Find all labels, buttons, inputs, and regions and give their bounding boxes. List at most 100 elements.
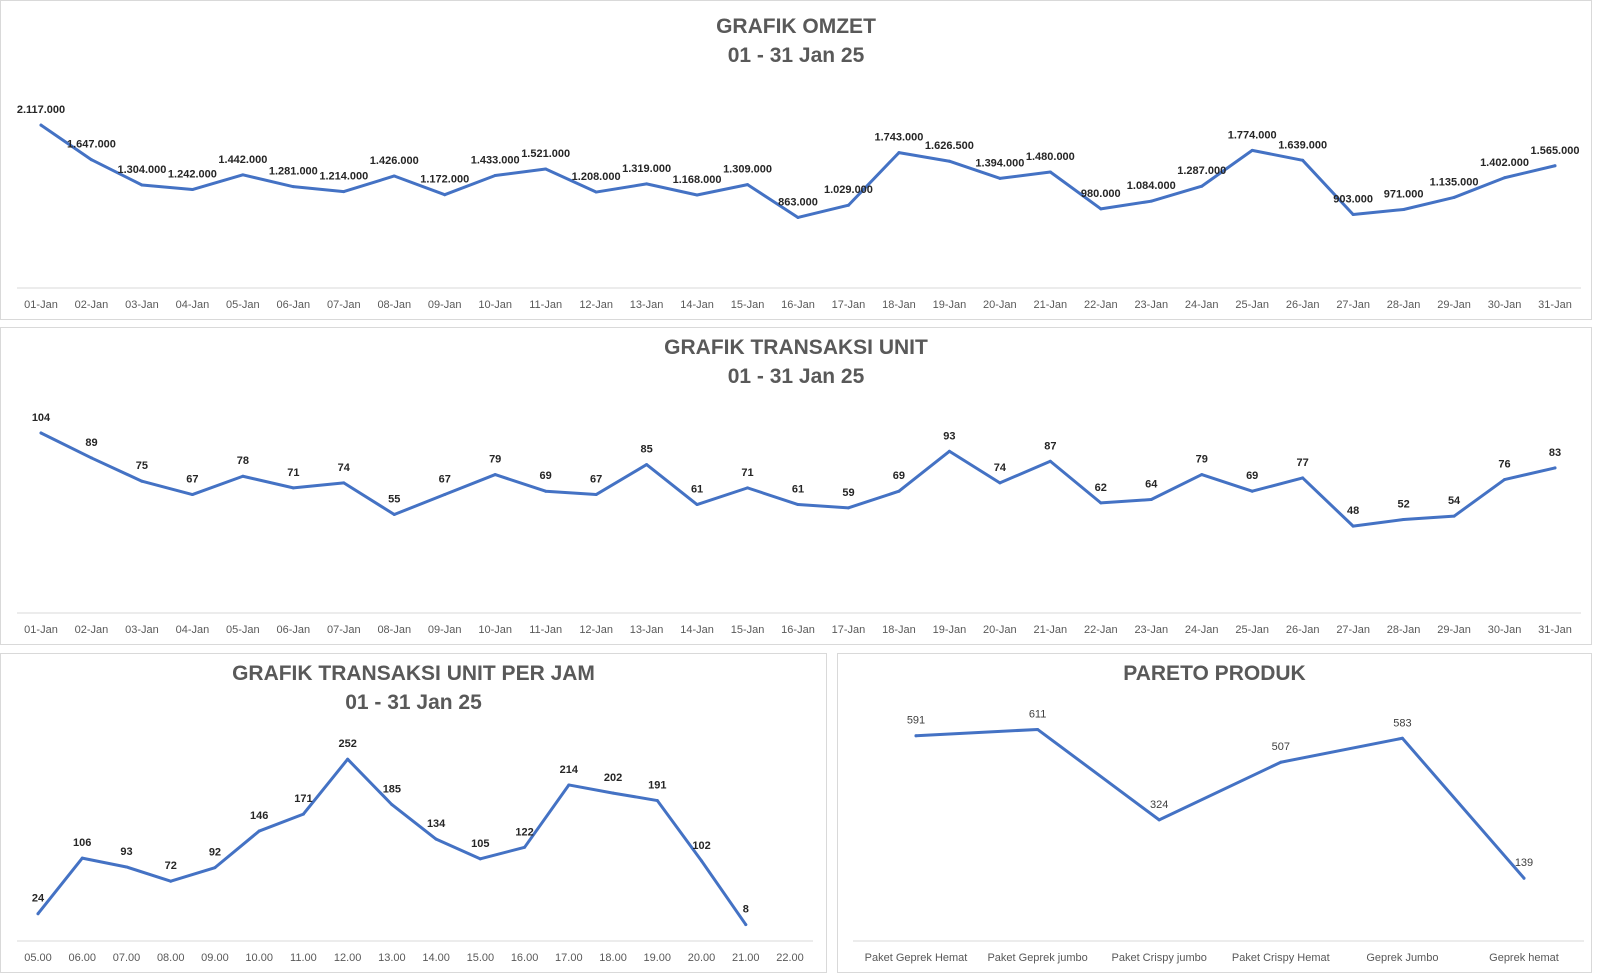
data-label: 85 (640, 444, 652, 456)
chart-omzet-title: GRAFIK OMZET 01 - 31 Jan 25 (1, 12, 1591, 70)
data-label: 903.000 (1333, 194, 1373, 206)
data-point (301, 812, 305, 816)
data-label: 54 (1448, 495, 1461, 507)
data-point (611, 791, 615, 795)
data-label: 1.029.000 (824, 184, 873, 196)
data-point (190, 188, 194, 192)
data-label: 1.394.000 (975, 157, 1024, 169)
data-point (1149, 199, 1153, 203)
x-tick-label: 28-Jan (1387, 624, 1421, 636)
data-point (1048, 170, 1052, 174)
x-tick-label: 31-Jan (1538, 299, 1572, 311)
data-point (140, 183, 144, 187)
x-tick-label: 18-Jan (882, 624, 916, 636)
data-point (846, 506, 850, 510)
x-tick-label: 10-Jan (478, 299, 512, 311)
x-tick-label: 13-Jan (630, 299, 664, 311)
x-tick-label: Paket Crispy Hemat (1232, 952, 1330, 964)
data-point (1099, 207, 1103, 211)
data-point (1351, 213, 1355, 217)
chart-pareto-title: PARETO PRODUK (838, 659, 1591, 688)
data-point (342, 481, 346, 485)
x-tick-label: 01-Jan (24, 624, 58, 636)
data-label: 191 (648, 780, 666, 792)
data-point (998, 176, 1002, 180)
data-point (493, 173, 497, 177)
x-tick-label: 19-Jan (933, 624, 967, 636)
data-point (443, 193, 447, 197)
data-label: 8 (743, 904, 749, 916)
x-tick-label: 19.00 (644, 952, 672, 964)
data-label: 1.208.000 (572, 171, 621, 183)
x-tick-label: 26-Jan (1286, 299, 1320, 311)
data-point (1452, 195, 1456, 199)
data-label: 214 (560, 764, 579, 776)
data-label: 1.743.000 (874, 132, 923, 144)
data-label: 1.214.000 (319, 171, 368, 183)
x-tick-label: 24-Jan (1185, 299, 1219, 311)
data-point (1522, 876, 1526, 880)
chart-per-jam-plot: 05.00 06.00 07.00 08.00 09.00 10.00 11.00 12.00… (17, 738, 813, 964)
chart-transaksi-unit-plot: 01-Jan 02-Jan 03-Jan 04-Jan 05-Jan 06-Jan 07-J… (17, 412, 1581, 636)
data-label: 71 (741, 467, 753, 479)
x-tick-label: 22-Jan (1084, 624, 1118, 636)
x-tick-label: 13.00 (378, 952, 406, 964)
x-tick-label: 12-Jan (579, 299, 613, 311)
x-tick-label: 29-Jan (1437, 624, 1471, 636)
data-point (1503, 478, 1507, 482)
x-tick-label: 22.00 (776, 952, 804, 964)
data-point (746, 183, 750, 187)
data-point (998, 481, 1002, 485)
data-label: 62 (1095, 482, 1107, 494)
x-tick-label: 06.00 (68, 952, 96, 964)
data-label: 1.402.000 (1480, 157, 1529, 169)
data-point (523, 845, 527, 849)
data-point (544, 167, 548, 171)
data-point (346, 757, 350, 761)
x-tick-label: Paket Geprek jumbo (987, 952, 1087, 964)
data-label: 74 (338, 462, 351, 474)
data-label: 591 (907, 715, 925, 727)
data-point (897, 489, 901, 493)
x-tick-label: 07-Jan (327, 624, 361, 636)
data-point (443, 493, 447, 497)
data-label: 1.304.000 (117, 164, 166, 176)
chart-transaksi-unit-title-text: GRAFIK TRANSAKSI UNIT (664, 336, 928, 359)
x-tick-label: 25-Jan (1235, 299, 1269, 311)
data-label: 79 (489, 454, 501, 466)
x-tick-label: 12-Jan (579, 624, 613, 636)
data-label: 1.319.000 (622, 163, 671, 175)
x-tick-label: 21.00 (732, 952, 760, 964)
x-tick-label: 16-Jan (781, 299, 815, 311)
x-tick-label: 20.00 (688, 952, 716, 964)
x-tick-label: 05-Jan (226, 624, 260, 636)
x-tick-label: 21-Jan (1034, 624, 1068, 636)
data-point (392, 174, 396, 178)
data-point (1157, 818, 1161, 822)
data-label: 1.521.000 (521, 148, 570, 160)
data-point (39, 123, 43, 127)
x-tick-label: 13-Jan (630, 624, 664, 636)
data-point (241, 474, 245, 478)
data-point (169, 879, 173, 883)
data-point (140, 479, 144, 483)
data-point (796, 503, 800, 507)
x-tick-label: 17-Jan (832, 299, 866, 311)
chart-transaksi-unit-title: GRAFIK TRANSAKSI UNIT 01 - 31 Jan 25 (1, 333, 1591, 391)
data-label: 87 (1044, 440, 1056, 452)
data-point (567, 783, 571, 787)
series-line (914, 727, 1526, 880)
data-label: 971.000 (1384, 188, 1424, 200)
data-label: 48 (1347, 505, 1359, 517)
data-label: 122 (515, 826, 533, 838)
chart-per-jam-title-text: GRAFIK TRANSAKSI UNIT PER JAM (232, 662, 595, 685)
data-label: 89 (85, 437, 97, 449)
data-point (1351, 524, 1355, 528)
x-tick-label: 09-Jan (428, 299, 462, 311)
data-label: 102 (692, 840, 710, 852)
data-point (213, 866, 217, 870)
data-point (1048, 459, 1052, 463)
x-tick-label: 01-Jan (24, 299, 58, 311)
data-label: 252 (338, 738, 356, 750)
data-point (1036, 727, 1040, 731)
